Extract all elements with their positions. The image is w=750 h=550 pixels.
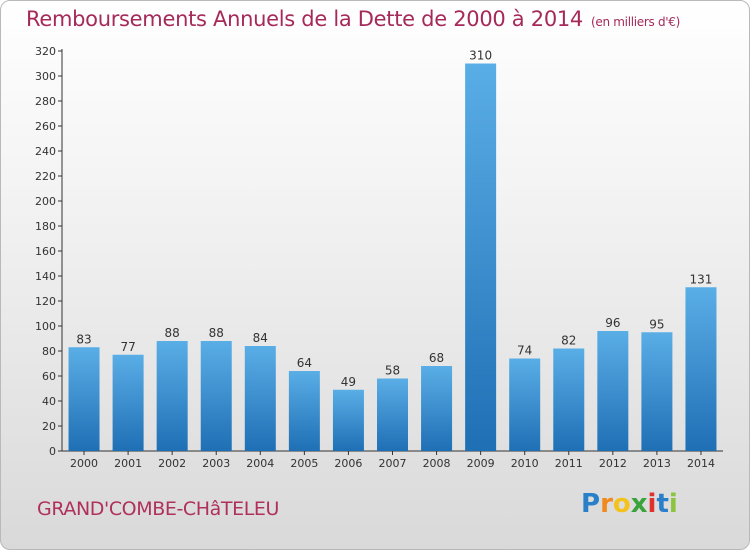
- x-tick-label: 2014: [687, 457, 715, 470]
- x-tick-label: 2005: [290, 457, 318, 470]
- y-tick-label: 200: [35, 195, 56, 208]
- bar-2014: [685, 287, 717, 451]
- x-tick-label: 2001: [114, 457, 142, 470]
- bar-2004: [244, 346, 276, 451]
- y-tick-label: 160: [35, 245, 56, 258]
- data-label: 84: [253, 331, 268, 345]
- bar-2002: [156, 341, 188, 451]
- data-label: 88: [209, 326, 224, 340]
- bar-2011: [553, 348, 585, 451]
- data-label: 68: [429, 351, 444, 365]
- x-tick-label: 2013: [643, 457, 671, 470]
- y-tick-label: 20: [42, 420, 56, 433]
- bar-2005: [288, 371, 320, 451]
- x-tick-label: 2009: [467, 457, 495, 470]
- logo-letter: i: [647, 489, 657, 519]
- bar-2001: [112, 354, 144, 451]
- data-label: 88: [165, 326, 180, 340]
- bar-2007: [377, 378, 408, 451]
- x-tick-label: 2012: [599, 457, 627, 470]
- data-label: 82: [561, 334, 576, 348]
- data-label: 95: [649, 317, 664, 331]
- y-tick-label: 240: [35, 145, 56, 158]
- y-tick-label: 80: [42, 345, 56, 358]
- y-tick-label: 280: [35, 95, 56, 108]
- logo-letter: o: [612, 489, 631, 519]
- y-tick-label: 0: [49, 445, 56, 458]
- bar-2006: [332, 389, 364, 451]
- x-tick-label: 2006: [334, 457, 362, 470]
- data-label: 131: [690, 272, 713, 286]
- chart-title-text: Remboursements Annuels de la Dette de 20…: [26, 7, 583, 31]
- data-label: 77: [120, 340, 135, 354]
- y-tick-label: 180: [35, 220, 56, 233]
- bar-2000: [68, 347, 100, 451]
- bar-2013: [641, 332, 673, 451]
- x-tick-label: 2008: [423, 457, 451, 470]
- y-tick-label: 140: [35, 270, 56, 283]
- x-tick-label: 2003: [202, 457, 230, 470]
- proxiti-logo: Proxiti: [581, 489, 678, 519]
- y-tick-label: 300: [35, 70, 56, 83]
- y-tick-label: 320: [35, 45, 56, 58]
- x-tick-label: 2002: [158, 457, 186, 470]
- data-label: 49: [341, 375, 356, 389]
- data-label: 96: [605, 316, 620, 330]
- y-tick-label: 40: [42, 395, 56, 408]
- x-tick-label: 2004: [246, 457, 274, 470]
- bar-2008: [421, 366, 453, 451]
- x-tick-label: 2007: [379, 457, 407, 470]
- x-tick-label: 2011: [555, 457, 583, 470]
- commune-name: GRAND'COMBE-CHâTELEU: [37, 498, 280, 520]
- bar-2010: [509, 358, 541, 451]
- y-tick-label: 120: [35, 295, 56, 308]
- chart-title: Remboursements Annuels de la Dette de 20…: [26, 7, 680, 31]
- y-tick-label: 260: [35, 120, 56, 133]
- bar-2012: [597, 331, 629, 451]
- data-label: 83: [76, 332, 91, 346]
- bar-2009: [465, 63, 497, 451]
- x-tick-label: 2010: [511, 457, 539, 470]
- chart-subtitle: (en milliers d'€): [591, 15, 681, 29]
- data-label: 64: [297, 356, 312, 370]
- y-tick-label: 220: [35, 170, 56, 183]
- data-label: 74: [517, 344, 532, 358]
- y-tick-label: 100: [35, 320, 56, 333]
- y-tick-label: 60: [42, 370, 56, 383]
- logo-letter: r: [600, 489, 613, 519]
- x-tick-label: 2000: [70, 457, 98, 470]
- data-label: 58: [385, 364, 400, 378]
- logo-letter: P: [581, 489, 601, 519]
- logo-letter: x: [630, 489, 648, 519]
- logo-letter: i: [668, 489, 678, 519]
- logo-letter: t: [656, 489, 669, 519]
- bar-2003: [200, 341, 232, 451]
- data-label: 310: [469, 49, 492, 63]
